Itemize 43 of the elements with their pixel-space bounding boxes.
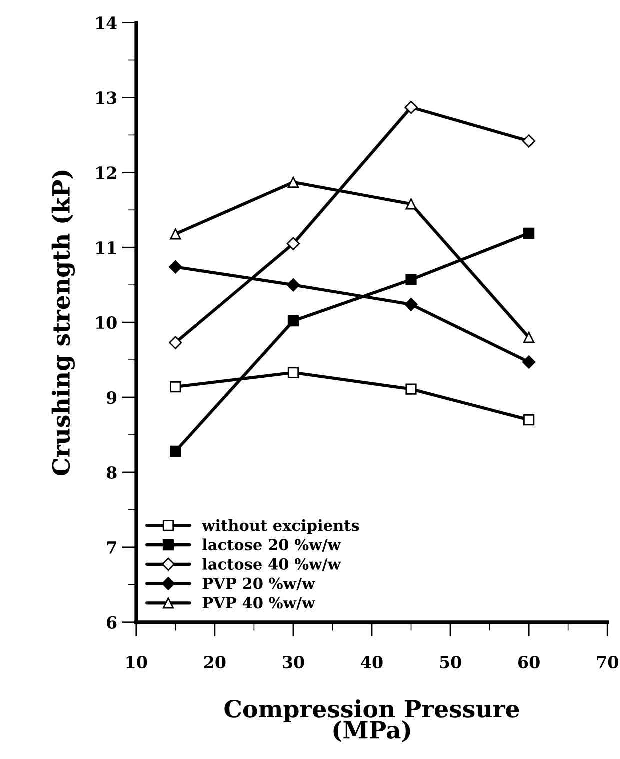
y-tick-label: 7 (107, 542, 116, 554)
y-tick-label: 12 (96, 166, 116, 180)
legend-label: PVP 40 %w/w (202, 597, 316, 610)
point (524, 228, 535, 239)
point (288, 316, 300, 327)
x-tick-label: 60 (518, 656, 540, 669)
point (404, 100, 418, 114)
point (286, 278, 300, 292)
y-tick-label: 13 (96, 92, 117, 104)
y-tick-label: 10 (96, 316, 117, 330)
point (524, 332, 535, 344)
y-tick-label: 6 (107, 616, 117, 629)
point (169, 260, 182, 274)
point (404, 298, 418, 312)
point (170, 228, 182, 240)
y-axis-title: Crushing strength (kP) (52, 170, 76, 476)
x-tick-label: 50 (440, 656, 462, 669)
point (406, 274, 417, 286)
legend-label: lactose 20 %w/w (202, 538, 342, 552)
x-tick-label: 20 (204, 656, 226, 669)
y-tick-label: 11 (96, 242, 116, 254)
point (169, 336, 182, 350)
x-tick-label: 40 (361, 656, 383, 669)
y-tick-label: 8 (106, 466, 117, 480)
x-tick-label: 30 (283, 656, 304, 669)
point (406, 384, 417, 395)
x-tick-label: 70 (597, 656, 618, 669)
point (286, 237, 300, 250)
point (170, 446, 182, 458)
legend-label: lactose 40 %w/w (202, 558, 342, 572)
point (522, 134, 536, 148)
x-tick-label: 10 (126, 656, 148, 669)
point (406, 198, 417, 210)
x-axis-title: Compression Pressure (MPa) (224, 700, 520, 742)
legend-label: PVP 20 %w/w (202, 578, 316, 591)
y-tick-label: 14 (96, 16, 117, 30)
point (288, 176, 300, 188)
y-tick-label: 9 (106, 391, 117, 404)
legend-label: without excipients (202, 519, 360, 534)
point (170, 381, 182, 393)
point (524, 414, 535, 426)
point (522, 356, 536, 369)
point (288, 367, 300, 378)
